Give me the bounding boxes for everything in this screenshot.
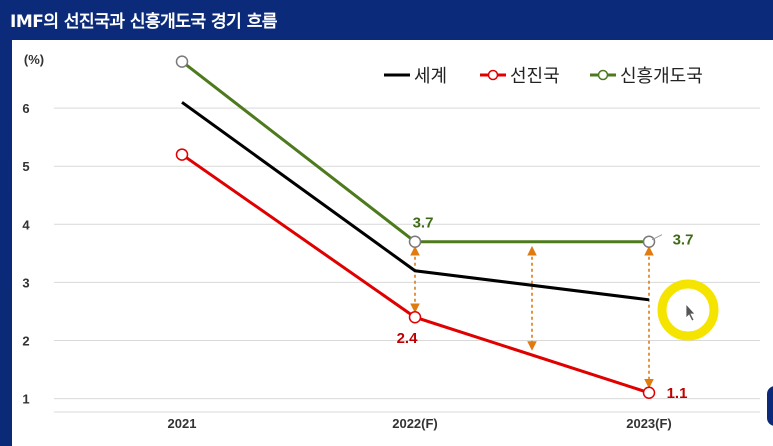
y-tick-label: 5 xyxy=(22,159,29,174)
cursor-highlight-ring xyxy=(657,279,719,341)
y-axis-label: (%) xyxy=(24,52,44,67)
x-tick-label: 2021 xyxy=(168,416,197,431)
series-line-세계 xyxy=(181,101,650,302)
line-chart: 1 2 3 4 5 6 (%) 2021 2022(F) 2023(F) 2.4 1.1 3.7 3.7 세… xyxy=(22,52,760,431)
legend-marker-신흥개도국 xyxy=(597,69,609,81)
y-tick-label: 2 xyxy=(22,333,29,348)
data-label: 3.7 xyxy=(673,232,694,249)
side-decoration xyxy=(767,386,773,426)
data-point-선진국 xyxy=(408,310,422,324)
data-label: 3.7 xyxy=(413,215,434,232)
data-point-선진국 xyxy=(175,148,189,161)
series-line-선진국 xyxy=(181,153,650,395)
x-tick-label: 2022(F) xyxy=(392,416,438,431)
chart-panel: 1 2 3 4 5 6 (%) 2021 2022(F) 2023(F) 2.4 1.1 3.7 3.7 세… xyxy=(12,40,773,446)
data-point-신흥개도국 xyxy=(642,235,656,248)
y-tick-label: 4 xyxy=(22,217,30,232)
y-tick-label: 3 xyxy=(22,275,29,290)
data-point-선진국 xyxy=(642,386,656,400)
y-tick-label: 6 xyxy=(22,101,29,116)
mouse-pointer-icon xyxy=(685,302,696,322)
data-label: 2.4 xyxy=(397,330,419,347)
y-tick-label: 1 xyxy=(22,392,29,407)
label-leader-line xyxy=(651,234,663,241)
x-tick-label: 2023(F) xyxy=(626,416,672,431)
data-point-신흥개도국 xyxy=(408,235,422,248)
page-title: IMF의 선진국과 신흥개도국 경기 흐름 xyxy=(10,11,278,32)
data-point-신흥개도국 xyxy=(175,55,189,68)
legend-label-선진국: 선진국 xyxy=(510,66,560,87)
legend-label-신흥개도국: 신흥개도국 xyxy=(620,66,703,87)
legend-label-세계: 세계 xyxy=(414,66,447,87)
data-label: 1.1 xyxy=(667,385,688,402)
legend-marker-선진국 xyxy=(487,69,499,81)
